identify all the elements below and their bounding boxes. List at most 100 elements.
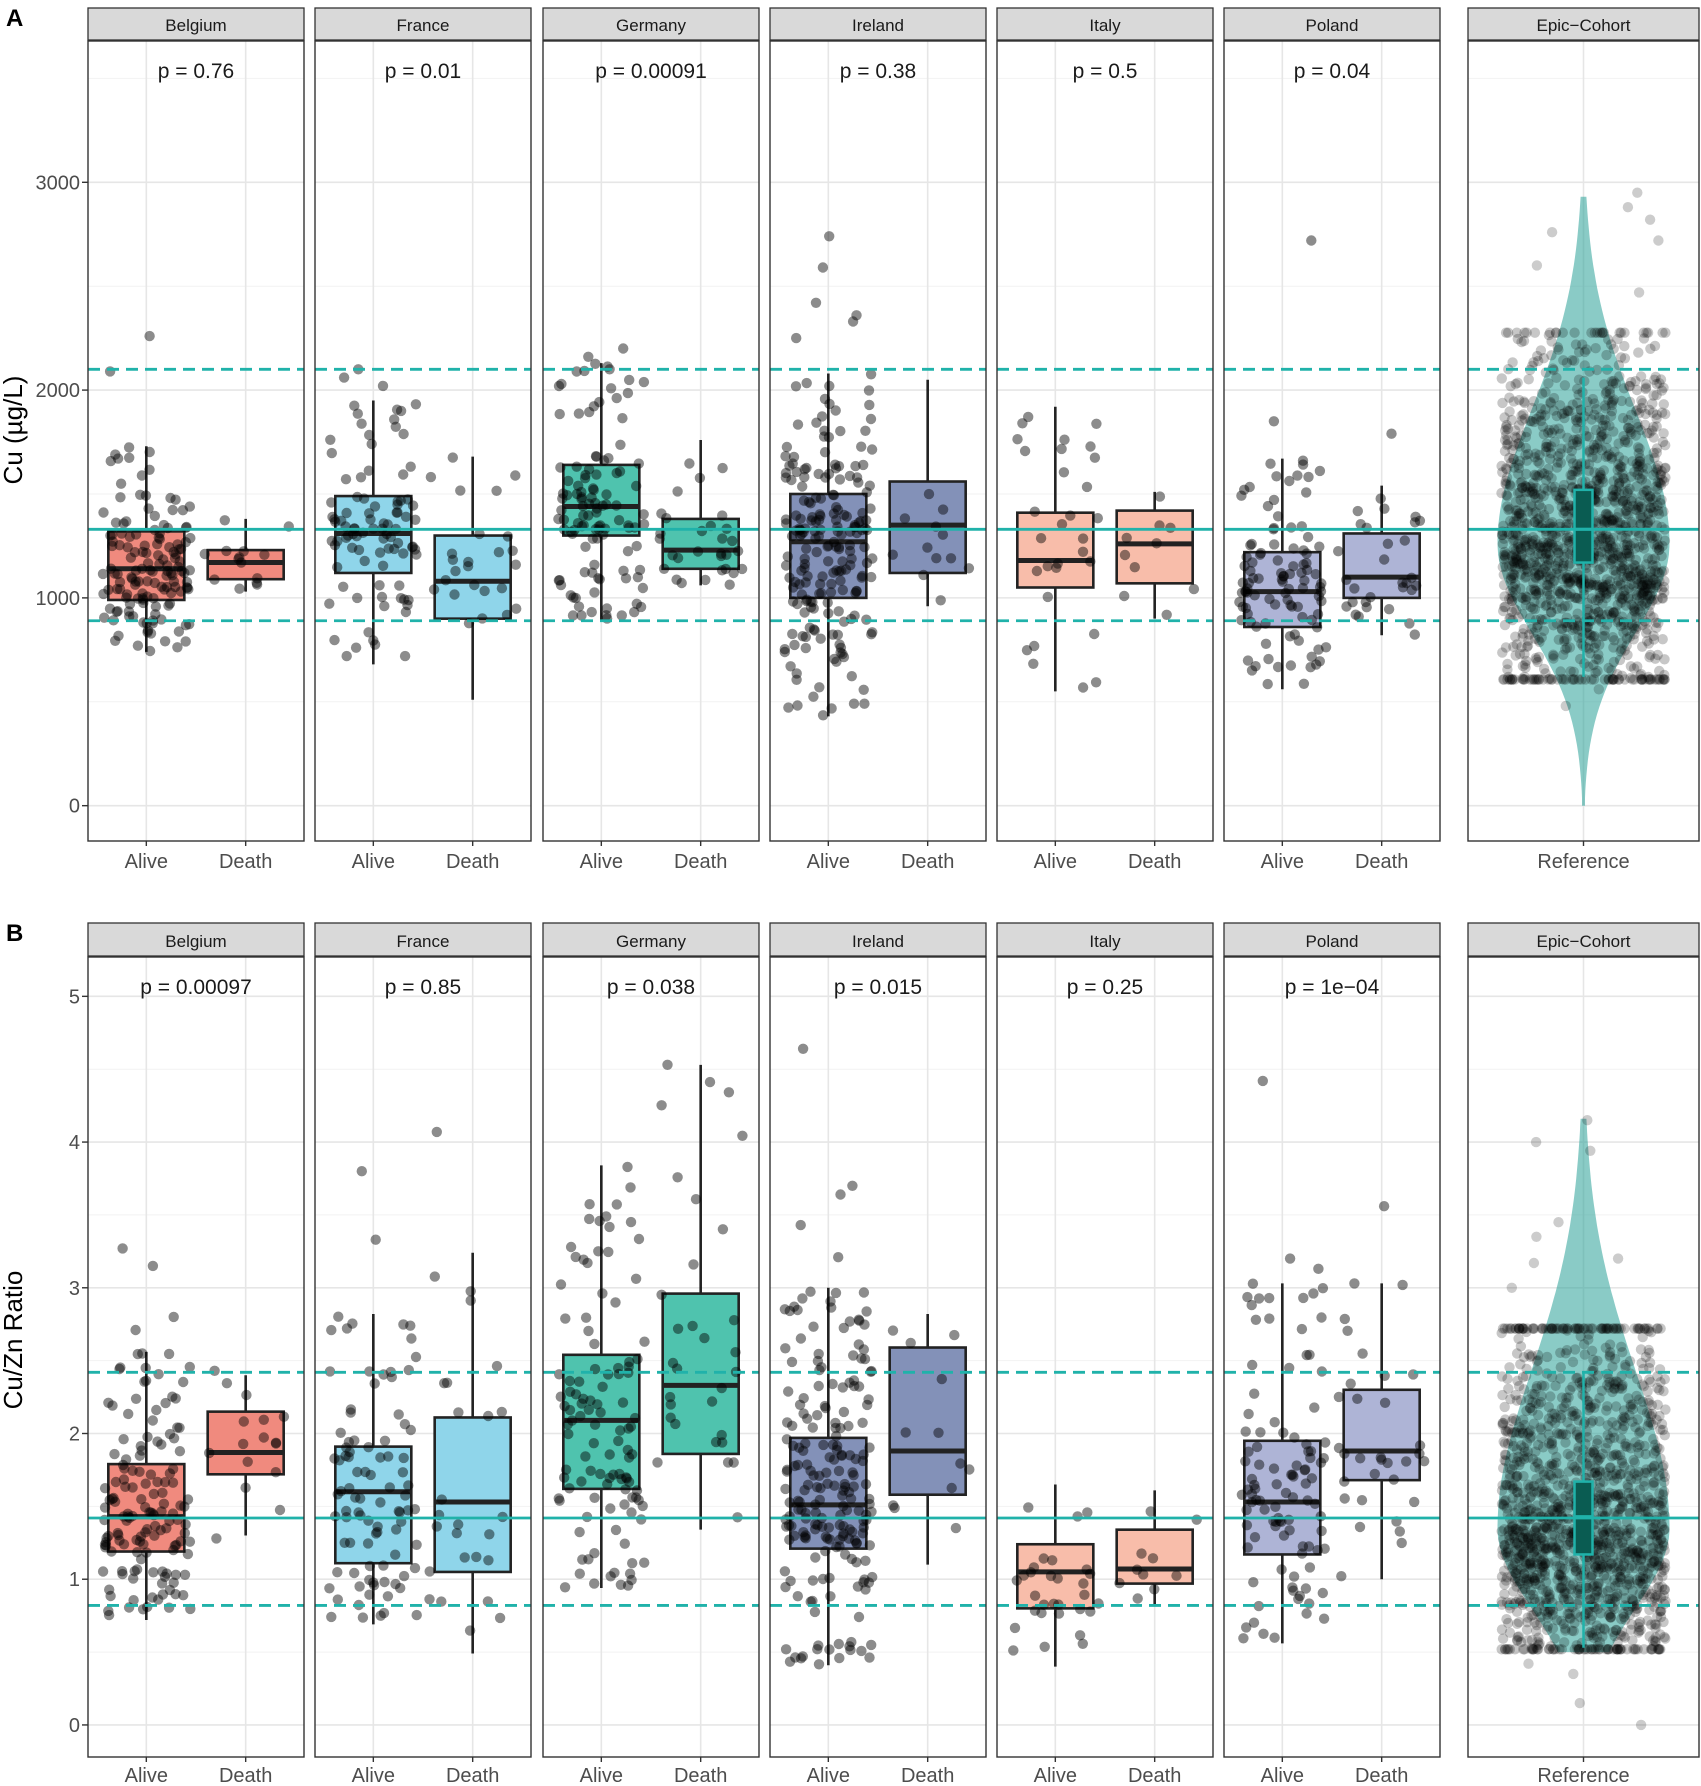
data-point xyxy=(1652,1591,1663,1602)
data-point xyxy=(787,1420,798,1432)
data-point xyxy=(1639,598,1650,609)
data-point xyxy=(156,581,167,592)
data-point xyxy=(1513,1526,1525,1538)
data-point xyxy=(858,459,869,471)
plot-background xyxy=(1224,957,1440,1757)
data-point xyxy=(1599,414,1610,425)
data-point xyxy=(1530,534,1541,545)
data-point xyxy=(830,1422,841,1434)
data-point xyxy=(167,1463,179,1475)
data-point xyxy=(1531,588,1542,600)
data-point xyxy=(1656,494,1667,505)
box-body xyxy=(107,530,186,602)
data-point xyxy=(1603,1538,1615,1549)
data-point xyxy=(1626,578,1637,590)
data-point xyxy=(1555,428,1566,439)
data-point xyxy=(1606,491,1618,502)
data-point xyxy=(1019,445,1031,457)
data-point xyxy=(1618,383,1630,394)
data-point xyxy=(575,1410,586,1422)
data-point xyxy=(147,1592,158,1603)
p-value-label: p = 0.38 xyxy=(840,60,916,83)
data-point xyxy=(1596,1323,1607,1334)
plot-border xyxy=(1467,40,1700,842)
data-point xyxy=(1397,1279,1408,1291)
data-point xyxy=(1649,1619,1661,1630)
data-point xyxy=(601,499,612,510)
data-point xyxy=(826,703,837,714)
data-point xyxy=(811,546,822,558)
data-point xyxy=(792,419,804,430)
data-point xyxy=(578,1393,589,1405)
data-point xyxy=(1312,609,1324,620)
data-point xyxy=(332,1489,343,1500)
data-point xyxy=(1607,674,1619,685)
data-point xyxy=(1624,551,1636,562)
data-point xyxy=(1318,1453,1330,1464)
data-point xyxy=(1514,487,1525,498)
data-point xyxy=(1597,414,1608,426)
data-point xyxy=(1242,655,1254,666)
data-point xyxy=(181,582,192,593)
data-point xyxy=(1500,327,1512,338)
data-point xyxy=(1597,327,1608,338)
data-point xyxy=(1576,1637,1588,1649)
data-point xyxy=(1507,1563,1518,1574)
data-point xyxy=(1499,550,1511,562)
data-point xyxy=(116,1566,128,1577)
data-point xyxy=(1652,464,1663,475)
data-point xyxy=(130,529,142,540)
data-point xyxy=(1563,1484,1574,1495)
data-point xyxy=(950,1522,962,1534)
data-point xyxy=(1642,590,1653,601)
data-point xyxy=(1614,1577,1625,1588)
data-point xyxy=(1597,1587,1608,1598)
data-point xyxy=(357,1612,369,1623)
data-point xyxy=(1534,1553,1545,1564)
data-point xyxy=(109,1448,120,1460)
data-point xyxy=(1635,510,1646,521)
data-point xyxy=(791,332,802,344)
data-point xyxy=(1515,543,1527,554)
data-point xyxy=(1653,674,1665,685)
plot-background xyxy=(315,957,531,1757)
data-point xyxy=(1604,1487,1615,1499)
plot-border xyxy=(87,40,305,842)
data-point xyxy=(1604,1377,1615,1388)
data-point xyxy=(1557,1428,1569,1439)
data-point xyxy=(1603,334,1614,345)
data-point xyxy=(559,1582,571,1593)
data-point xyxy=(847,316,859,327)
data-point xyxy=(1648,634,1660,645)
data-point xyxy=(800,577,811,588)
data-point xyxy=(867,553,878,564)
data-point xyxy=(1659,1562,1671,1573)
data-point xyxy=(1612,1489,1624,1500)
data-point xyxy=(1554,586,1566,598)
data-point xyxy=(1581,344,1592,355)
p-value-label: p = 0.00097 xyxy=(140,976,252,999)
data-point xyxy=(832,1440,843,1452)
data-point xyxy=(814,509,825,520)
data-point xyxy=(1582,1323,1594,1334)
data-point xyxy=(590,451,602,462)
data-point xyxy=(593,1246,604,1257)
group-death xyxy=(204,1365,290,1544)
data-point xyxy=(1556,603,1568,614)
data-point xyxy=(1642,1506,1654,1518)
data-point xyxy=(1558,674,1569,685)
data-point xyxy=(1245,565,1256,577)
data-point xyxy=(1513,1380,1525,1392)
data-point xyxy=(391,1524,402,1535)
data-point xyxy=(1615,1469,1626,1480)
data-point xyxy=(826,1302,837,1313)
data-point xyxy=(1654,498,1666,509)
data-point xyxy=(1511,529,1522,540)
data-point xyxy=(1609,1379,1621,1390)
data-point xyxy=(1618,495,1629,507)
data-point xyxy=(1272,661,1284,673)
data-point xyxy=(110,1476,122,1488)
data-point xyxy=(1636,600,1647,611)
data-point xyxy=(1262,678,1273,690)
